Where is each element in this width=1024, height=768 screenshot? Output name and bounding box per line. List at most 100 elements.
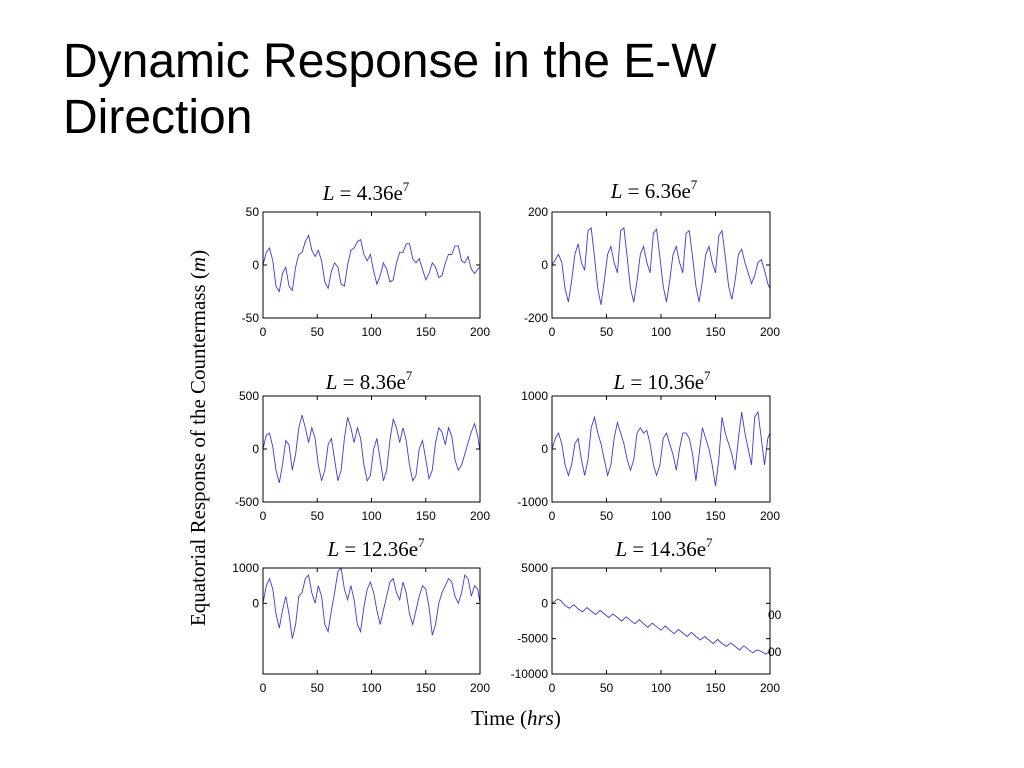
x-tick-label: 150 [705, 681, 725, 695]
y-tick-label: 1000 [521, 389, 548, 403]
subplot-title-var: L [612, 370, 625, 394]
x-tick-label: 50 [600, 681, 614, 695]
x-tick-label: 100 [651, 325, 671, 339]
x-tick-label: 150 [416, 681, 436, 695]
x-tick-label: 150 [705, 325, 725, 339]
subplot-title-exponent: 7 [418, 535, 425, 550]
y-tick-label: 0 [252, 596, 259, 610]
x-tick-label: 100 [651, 681, 671, 695]
x-tick-label: 0 [260, 325, 267, 339]
x-tick-label: 0 [549, 325, 556, 339]
y-axis-label-close: ) [186, 250, 210, 257]
y-axis-label-unit: m [186, 257, 210, 272]
x-tick-label: 100 [361, 325, 381, 339]
subplot-title-exponent: 7 [403, 179, 410, 194]
axes-frame [262, 211, 481, 319]
x-tick-label: 100 [361, 509, 381, 523]
y-tick-label: 50 [246, 205, 260, 219]
subplot-title-var: L [325, 370, 338, 394]
subplot-title-value: = 10.36e [625, 370, 704, 394]
y-tick-label: -5000 [517, 632, 548, 646]
subplot-title-var: L [614, 537, 627, 561]
subplot-title-value: = 6.36e [622, 179, 690, 203]
subplot-title-exponent: 7 [691, 177, 698, 192]
y-tick-label: 0 [541, 442, 548, 456]
y-axis-label-text: Equatorial Response of the Countermass ( [186, 272, 210, 626]
y-tick-label: 0 [541, 258, 548, 272]
x-tick-label: 0 [549, 681, 556, 695]
x-tick-label: 200 [470, 509, 490, 523]
y-tick-label: 5000 [521, 561, 548, 575]
subplot-title-exponent: 7 [704, 368, 711, 383]
y-tick-label: 0 [541, 596, 548, 610]
subplot-title-var: L [326, 537, 339, 561]
slide-title: Dynamic Response in the E-W Direction [63, 35, 717, 144]
stray-tick-label: 00 [768, 608, 782, 622]
x-tick-label: 200 [760, 681, 780, 695]
x-axis-label: Time (hrs) [471, 706, 561, 730]
series-line [551, 598, 771, 655]
x-axis-label-text: Time ( [471, 706, 527, 730]
subplot-6: 0 50 100 150 200 5000 0 -5000 -10000 L = 14.36e7 [511, 535, 781, 695]
axes-frame [551, 567, 771, 675]
axes-frame [262, 395, 481, 503]
series-line [262, 414, 481, 484]
x-tick-label: 0 [260, 681, 267, 695]
y-tick-label: 1000 [232, 561, 259, 575]
subplot-title-var: L [610, 179, 623, 203]
subplot-title-value: = 4.36e [334, 181, 402, 205]
subplot-title: L = 4.36e7 [322, 179, 410, 205]
y-tick-label: -10000 [511, 667, 549, 681]
x-tick-label: 200 [470, 325, 490, 339]
y-tick-label: -50 [242, 311, 260, 325]
subplot-title-exponent: 7 [406, 368, 413, 383]
subplot-5: 0 50 100 150 200 1000 0 L = 12.36e7 [232, 535, 490, 695]
y-tick-label: 500 [239, 389, 259, 403]
x-tick-label: 100 [651, 509, 671, 523]
series-line [551, 227, 771, 305]
y-tick-label: -1000 [517, 495, 548, 509]
x-tick-label: 50 [600, 325, 614, 339]
x-tick-label: 200 [760, 509, 780, 523]
x-tick-label: 0 [260, 509, 267, 523]
x-tick-label: 50 [311, 681, 325, 695]
subplot-title: L = 14.36e7 [614, 535, 713, 561]
y-tick-label: 0 [252, 442, 259, 456]
x-tick-label: 50 [311, 509, 325, 523]
x-tick-label: 100 [361, 681, 381, 695]
subplot-title: L = 8.36e7 [325, 368, 413, 394]
x-axis-label-close: ) [554, 706, 561, 730]
subplot-title: L = 12.36e7 [326, 535, 425, 561]
x-tick-label: 50 [600, 509, 614, 523]
subplot-title-value: = 8.36e [337, 370, 405, 394]
y-tick-label: -500 [235, 495, 259, 509]
x-tick-label: 0 [549, 509, 556, 523]
y-tick-label: -200 [524, 311, 548, 325]
subplot-title: L = 10.36e7 [612, 368, 711, 394]
subplot-title-value: = 14.36e [627, 537, 706, 561]
x-tick-label: 200 [760, 325, 780, 339]
x-axis-label-unit: hrs [527, 706, 554, 730]
subplot-title-var: L [322, 181, 335, 205]
subplot-title: L = 6.36e7 [610, 177, 698, 203]
x-tick-label: 150 [416, 325, 436, 339]
series-line [551, 410, 771, 487]
series-line [262, 567, 481, 639]
series-line [262, 233, 481, 293]
y-tick-label: 200 [528, 205, 548, 219]
y-axis-label: Equatorial Response of the Countermass (… [186, 250, 210, 626]
x-tick-label: 200 [470, 681, 490, 695]
y-tick-label: 0 [252, 258, 259, 272]
subplot-title-value: = 12.36e [339, 537, 418, 561]
subplot-title-exponent: 7 [706, 535, 713, 550]
x-tick-label: 150 [705, 509, 725, 523]
x-tick-label: 150 [416, 509, 436, 523]
stray-tick-label: 00 [768, 645, 782, 659]
x-tick-label: 50 [311, 325, 325, 339]
